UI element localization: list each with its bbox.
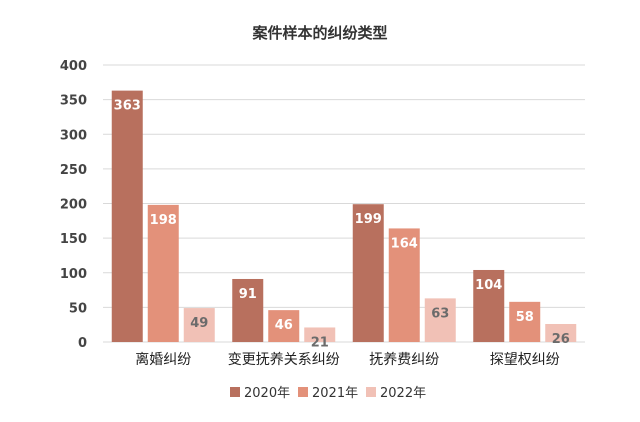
x-axis-category-labels: 离婚纠纷 变更抚养关系纠纷 抚养费纠纷 探望权纠纷	[135, 351, 560, 368]
y-tick-label: 400	[60, 59, 87, 74]
category-label: 变更抚养关系纠纷	[228, 352, 340, 368]
y-tick-label: 50	[69, 301, 87, 316]
bar	[232, 278, 264, 342]
data-label: 58	[516, 310, 534, 325]
bar	[183, 308, 215, 342]
y-tick-label: 200	[60, 198, 87, 213]
data-label: 26	[552, 332, 570, 347]
bar	[545, 323, 577, 342]
y-tick-label: 250	[60, 163, 87, 178]
data-label: 164	[391, 236, 418, 251]
data-label: 104	[475, 278, 502, 293]
bar	[268, 310, 300, 342]
data-label: 363	[114, 99, 141, 114]
data-label: 198	[150, 213, 177, 228]
data-label: 91	[239, 287, 257, 302]
y-tick-label: 150	[60, 232, 87, 247]
legend-label: 2022年	[380, 386, 426, 401]
data-label: 199	[355, 212, 382, 227]
chart-title: 案件样本的纠纷类型	[252, 24, 388, 42]
bars: 363 198 49 91 46 21 199 164 63 104 58 26	[111, 90, 577, 350]
y-tick-label: 300	[60, 128, 87, 143]
bar	[304, 327, 336, 342]
legend: 2020年 2021年 2022年	[230, 386, 426, 401]
category-label: 探望权纠纷	[490, 352, 560, 368]
y-tick-label: 0	[78, 336, 87, 351]
bar	[473, 269, 505, 342]
data-label: 21	[311, 335, 329, 350]
bar	[111, 90, 143, 342]
y-axis-tick-labels: 0 50 100 150 200 250 300 350 400	[60, 59, 87, 351]
category-label: 离婚纠纷	[135, 351, 191, 368]
category-label: 抚养费纠纷	[369, 352, 439, 368]
grid-lines	[103, 64, 585, 343]
bar	[388, 228, 420, 342]
data-label: 46	[275, 318, 293, 333]
bar	[147, 204, 179, 342]
data-label: 49	[190, 316, 208, 331]
y-tick-label: 350	[60, 94, 87, 109]
legend-label: 2021年	[312, 386, 358, 401]
y-tick-label: 100	[60, 267, 87, 282]
legend-swatch	[230, 387, 240, 397]
legend-swatch	[366, 387, 376, 397]
data-label: 63	[431, 306, 449, 321]
bar	[424, 298, 456, 342]
bar	[352, 204, 384, 342]
bar	[509, 301, 541, 342]
legend-swatch	[298, 387, 308, 397]
legend-label: 2020年	[244, 386, 290, 401]
